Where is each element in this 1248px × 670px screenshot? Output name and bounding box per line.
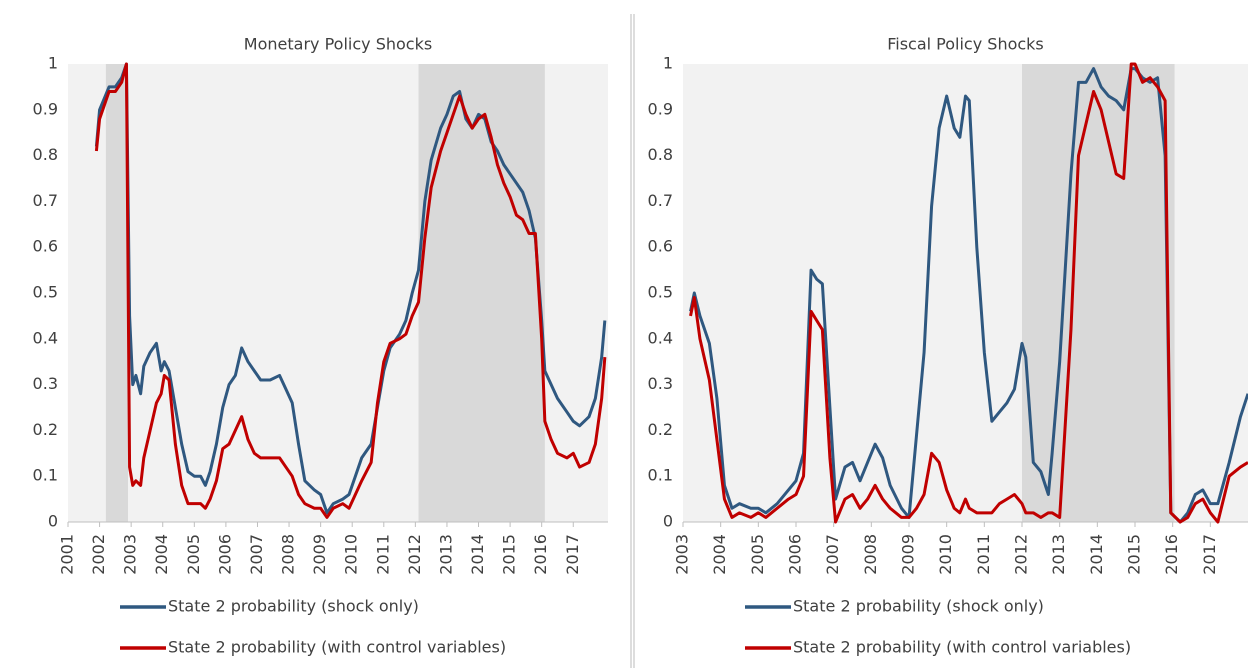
x-tick-label: 2017 — [563, 534, 582, 575]
y-tick-label: 0.7 — [648, 191, 673, 210]
x-tick-label: 2010 — [936, 534, 955, 575]
y-tick-label: 0.2 — [648, 420, 673, 439]
x-tick-label: 2017 — [1200, 534, 1219, 575]
y-tick-label: 0.8 — [33, 145, 58, 164]
x-tick-label: 2015 — [1125, 534, 1144, 575]
x-tick-label: 2002 — [89, 534, 108, 575]
y-tick-label: 1 — [48, 54, 58, 73]
x-tick-label: 2012 — [405, 534, 424, 575]
x-tick-label: 2004 — [152, 534, 171, 575]
x-tick-label: 2003 — [673, 534, 692, 575]
x-tick-label: 2007 — [823, 534, 842, 575]
y-tick-label: 0.4 — [648, 328, 673, 347]
y-tick-label: 0.3 — [33, 374, 58, 393]
x-tick-label: 2014 — [1087, 534, 1106, 575]
x-tick-label: 2012 — [1012, 534, 1031, 575]
chart-title: Monetary Policy Shocks — [244, 35, 432, 54]
x-tick-label: 2006 — [215, 534, 234, 575]
y-tick-label: 0.7 — [33, 191, 58, 210]
y-tick-label: 0.1 — [648, 466, 673, 485]
series-line — [689, 62, 1248, 524]
x-tick-label: 2001 — [58, 534, 77, 575]
y-tick-label: 0 — [48, 512, 58, 531]
y-tick-label: 0.6 — [648, 237, 673, 256]
x-tick-label: 2006 — [786, 534, 805, 575]
y-tick-label: 0.9 — [648, 99, 673, 118]
series-line — [94, 62, 607, 515]
shaded-period — [418, 64, 545, 522]
y-tick-label: 0.3 — [648, 374, 673, 393]
chart-title: Fiscal Policy Shocks — [887, 35, 1044, 54]
x-tick-label: 2016 — [1162, 534, 1181, 575]
legend-label: State 2 probability (with control variab… — [168, 638, 506, 657]
x-tick-label: 2008 — [279, 534, 298, 575]
x-tick-label: 2009 — [899, 534, 918, 575]
y-tick-label: 0.5 — [648, 283, 673, 302]
x-tick-label: 2016 — [531, 534, 550, 575]
series-line — [94, 62, 607, 519]
y-tick-label: 0.4 — [33, 328, 58, 347]
x-tick-label: 2003 — [121, 534, 140, 575]
y-tick-label: 0.1 — [33, 466, 58, 485]
y-tick-label: 0.6 — [33, 237, 58, 256]
legend-label: State 2 probability (with control variab… — [793, 638, 1131, 657]
legend-label: State 2 probability (shock only) — [793, 597, 1044, 616]
x-tick-label: 2004 — [710, 534, 729, 575]
shaded-period — [105, 64, 128, 522]
x-tick-label: 2005 — [184, 534, 203, 575]
x-tick-label: 2008 — [861, 534, 880, 575]
x-tick-label: 2009 — [310, 534, 329, 575]
y-tick-label: 1 — [663, 54, 673, 73]
y-tick-label: 0.8 — [648, 145, 673, 164]
x-tick-label: 2015 — [500, 534, 519, 575]
x-tick-label: 2005 — [748, 534, 767, 575]
x-tick-label: 2013 — [436, 534, 455, 575]
x-tick-label: 2014 — [468, 534, 487, 575]
y-tick-label: 0.9 — [33, 99, 58, 118]
y-tick-label: 0 — [663, 512, 673, 531]
x-tick-label: 2010 — [342, 534, 361, 575]
x-tick-label: 2013 — [1049, 534, 1068, 575]
x-tick-label: 2007 — [247, 534, 266, 575]
y-tick-label: 0.5 — [33, 283, 58, 302]
x-tick-label: 2011 — [974, 534, 993, 575]
shaded-period — [1022, 64, 1175, 522]
x-tick-label: 2011 — [373, 534, 392, 575]
y-tick-label: 0.2 — [33, 420, 58, 439]
legend-label: State 2 probability (shock only) — [168, 597, 419, 616]
